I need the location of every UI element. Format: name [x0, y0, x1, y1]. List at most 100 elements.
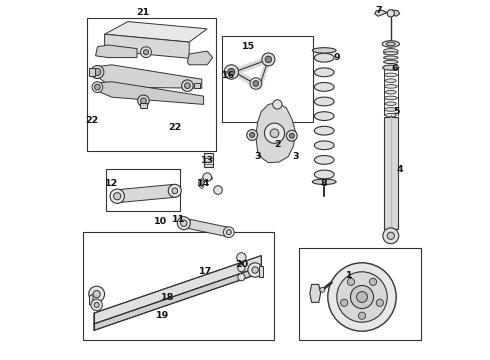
- Polygon shape: [384, 117, 398, 229]
- Text: 5: 5: [393, 107, 399, 116]
- Circle shape: [337, 272, 387, 322]
- Polygon shape: [256, 103, 295, 163]
- Ellipse shape: [314, 126, 334, 135]
- Circle shape: [92, 82, 103, 93]
- Circle shape: [138, 95, 149, 107]
- Ellipse shape: [312, 48, 336, 53]
- Ellipse shape: [314, 156, 334, 164]
- Circle shape: [94, 68, 101, 76]
- Text: 9: 9: [334, 53, 340, 62]
- Ellipse shape: [384, 85, 397, 88]
- Circle shape: [223, 227, 234, 238]
- Bar: [299, 248, 421, 340]
- Ellipse shape: [386, 79, 396, 82]
- Text: 7: 7: [375, 6, 382, 15]
- Text: 22: 22: [168, 123, 181, 132]
- Ellipse shape: [314, 68, 334, 77]
- Circle shape: [89, 286, 104, 302]
- Circle shape: [238, 274, 245, 281]
- Circle shape: [248, 263, 262, 277]
- Circle shape: [369, 278, 377, 285]
- Circle shape: [144, 50, 148, 55]
- Ellipse shape: [314, 112, 334, 121]
- Circle shape: [252, 267, 258, 273]
- Polygon shape: [140, 103, 147, 108]
- Text: 1: 1: [346, 271, 353, 280]
- Text: 18: 18: [161, 292, 174, 302]
- Ellipse shape: [384, 49, 398, 54]
- Circle shape: [185, 83, 190, 89]
- Circle shape: [265, 123, 285, 143]
- Text: 16: 16: [222, 71, 235, 80]
- Text: 20: 20: [235, 260, 248, 269]
- Circle shape: [238, 265, 245, 272]
- Circle shape: [262, 53, 275, 66]
- Bar: [106, 169, 180, 211]
- Circle shape: [320, 287, 325, 292]
- Polygon shape: [117, 184, 175, 203]
- Text: 3: 3: [292, 152, 298, 161]
- Circle shape: [177, 217, 190, 230]
- Ellipse shape: [386, 102, 396, 105]
- Circle shape: [141, 47, 151, 58]
- Circle shape: [387, 232, 394, 239]
- Circle shape: [250, 78, 262, 89]
- Text: 17: 17: [199, 267, 212, 276]
- Circle shape: [91, 66, 104, 78]
- Circle shape: [387, 10, 394, 17]
- Text: 22: 22: [85, 116, 98, 125]
- Ellipse shape: [314, 97, 334, 106]
- Circle shape: [224, 65, 239, 79]
- Bar: [87, 18, 216, 151]
- Ellipse shape: [384, 96, 397, 100]
- Polygon shape: [90, 294, 93, 305]
- Circle shape: [228, 68, 235, 76]
- Text: 14: 14: [197, 179, 210, 188]
- Polygon shape: [94, 256, 261, 324]
- Circle shape: [270, 129, 279, 138]
- Text: 3: 3: [254, 152, 261, 161]
- Ellipse shape: [312, 179, 336, 185]
- Circle shape: [253, 81, 259, 86]
- Polygon shape: [104, 34, 189, 58]
- Circle shape: [273, 100, 282, 109]
- Ellipse shape: [386, 113, 396, 117]
- Polygon shape: [104, 22, 207, 42]
- Circle shape: [376, 299, 383, 306]
- Ellipse shape: [384, 108, 397, 111]
- Circle shape: [250, 132, 255, 138]
- Circle shape: [358, 312, 366, 319]
- Ellipse shape: [384, 56, 398, 59]
- Ellipse shape: [382, 41, 399, 47]
- Ellipse shape: [384, 60, 398, 64]
- Circle shape: [289, 133, 294, 138]
- Circle shape: [141, 98, 147, 104]
- Circle shape: [286, 130, 297, 141]
- Text: 21: 21: [136, 8, 149, 17]
- Ellipse shape: [383, 65, 399, 70]
- Circle shape: [214, 186, 222, 194]
- Ellipse shape: [314, 82, 334, 91]
- Polygon shape: [96, 45, 137, 58]
- Ellipse shape: [386, 90, 396, 94]
- Circle shape: [328, 263, 396, 331]
- Polygon shape: [94, 266, 261, 330]
- Polygon shape: [374, 10, 400, 16]
- Text: 8: 8: [321, 179, 328, 188]
- Ellipse shape: [386, 42, 395, 46]
- Text: 11: 11: [172, 215, 185, 224]
- Circle shape: [95, 84, 100, 90]
- Circle shape: [114, 193, 121, 200]
- Bar: [204, 153, 213, 167]
- Bar: [83, 232, 274, 340]
- Polygon shape: [96, 65, 202, 88]
- Text: 19: 19: [156, 310, 169, 320]
- Circle shape: [93, 291, 100, 298]
- Circle shape: [350, 285, 373, 309]
- Text: 10: 10: [154, 217, 167, 226]
- Circle shape: [357, 292, 368, 302]
- Circle shape: [226, 230, 231, 235]
- Circle shape: [94, 302, 99, 307]
- Text: 2: 2: [274, 140, 281, 149]
- Ellipse shape: [314, 53, 334, 62]
